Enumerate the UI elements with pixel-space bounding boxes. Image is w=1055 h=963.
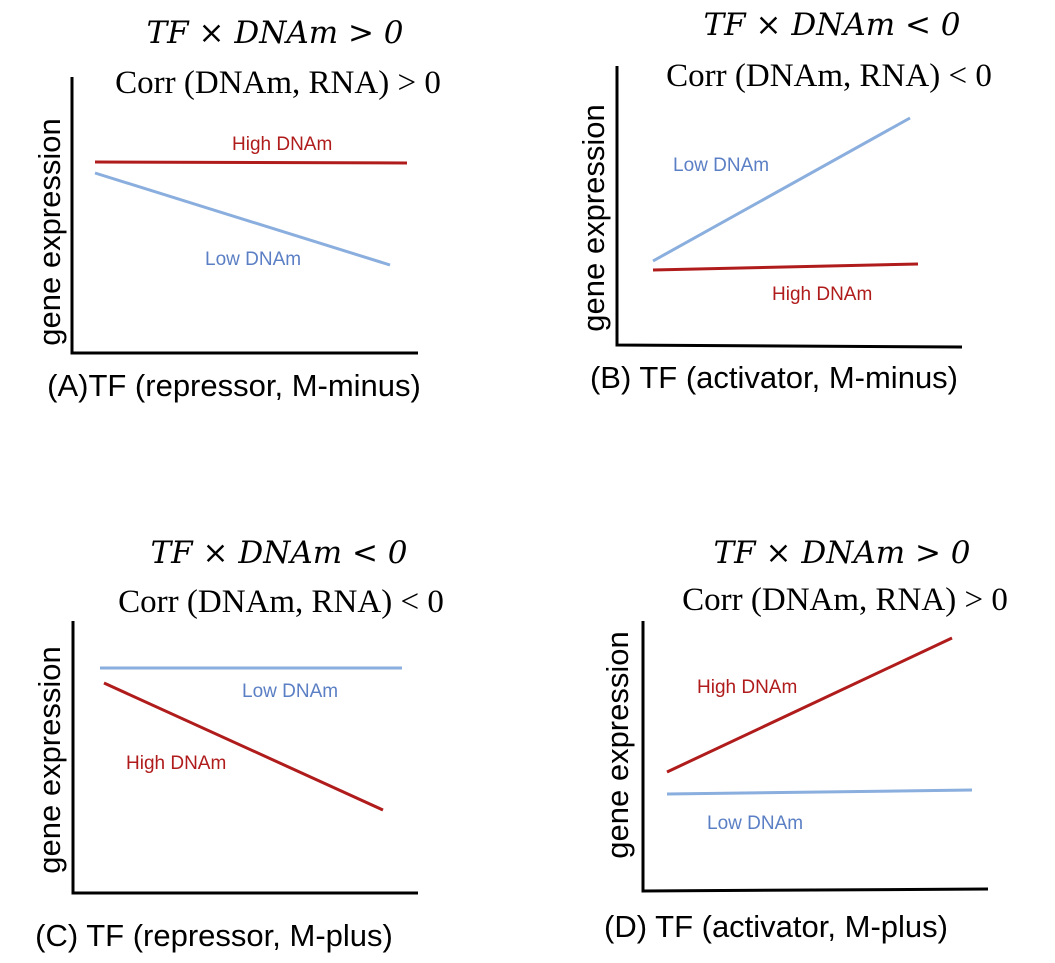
- panel-d-low-dnam-label: Low DNAm: [707, 813, 803, 834]
- panel-c-axes: [71, 621, 418, 895]
- panel-d-axes: [641, 621, 989, 893]
- panel-a-formula: TF × DNAm > 0: [146, 15, 403, 51]
- panel-b-y-label: gene expression: [576, 104, 611, 332]
- panel-d-low-dnam-line: [666, 788, 973, 796]
- panel-b-low-dnam-line: [652, 116, 911, 263]
- panel-b-low-dnam-label: Low DNAm: [673, 155, 769, 176]
- panel-a-corr: Corr (DNAm, RNA) > 0: [115, 65, 441, 101]
- panel-c-y-label: gene expression: [32, 646, 67, 874]
- panel-c-low-dnam-label: Low DNAm: [242, 681, 338, 702]
- panel-d-y-label: gene expression: [600, 631, 635, 859]
- panel-b-high-dnam-line: [652, 262, 919, 272]
- panel-a-high-dnam-label: High DNAm: [232, 134, 332, 155]
- panel-d-high-dnam-label: High DNAm: [697, 677, 797, 698]
- panel-a-low-dnam-label: Low DNAm: [205, 249, 301, 270]
- panel-a-high-dnam-line: [94, 160, 408, 165]
- panel-c-high-dnam-line: [103, 681, 384, 812]
- panel-b-axes: [615, 66, 963, 349]
- panel-d-corr: Corr (DNAm, RNA) > 0: [682, 582, 1008, 618]
- panel-a-y-label: gene expression: [32, 118, 67, 346]
- panel-a: TF × DNAm > 0 Corr (DNAm, RNA) > 0 gene …: [32, 15, 441, 403]
- panel-c-x-label: (C) TF (repressor, M-plus): [35, 918, 393, 953]
- panel-d-high-dnam-line: [666, 636, 953, 774]
- panel-c: TF × DNAm < 0 Corr (DNAm, RNA) < 0 gene …: [32, 535, 444, 953]
- panel-a-low-dnam-line: [94, 171, 391, 267]
- panel-b-corr: Corr (DNAm, RNA) < 0: [666, 58, 992, 94]
- panel-b: TF × DNAm < 0 Corr (DNAm, RNA) < 0 gene …: [576, 7, 992, 395]
- panel-c-corr: Corr (DNAm, RNA) < 0: [118, 584, 444, 620]
- panel-d-formula: TF × DNAm > 0: [713, 535, 970, 571]
- panel-a-axes: [70, 77, 418, 355]
- panel-b-x-label: (B) TF (activator, M-minus): [590, 360, 958, 395]
- panel-b-high-dnam-label: High DNAm: [772, 284, 872, 305]
- panel-c-high-dnam-label: High DNAm: [126, 753, 226, 774]
- panel-a-x-label: (A)TF (repressor, M-minus): [47, 368, 421, 403]
- panel-d: TF × DNAm > 0 Corr (DNAm, RNA) > 0 gene …: [600, 535, 1008, 944]
- panel-b-formula: TF × DNAm < 0: [703, 7, 960, 43]
- panel-c-formula: TF × DNAm < 0: [150, 535, 407, 571]
- panel-d-x-label: (D) TF (activator, M-plus): [604, 909, 948, 944]
